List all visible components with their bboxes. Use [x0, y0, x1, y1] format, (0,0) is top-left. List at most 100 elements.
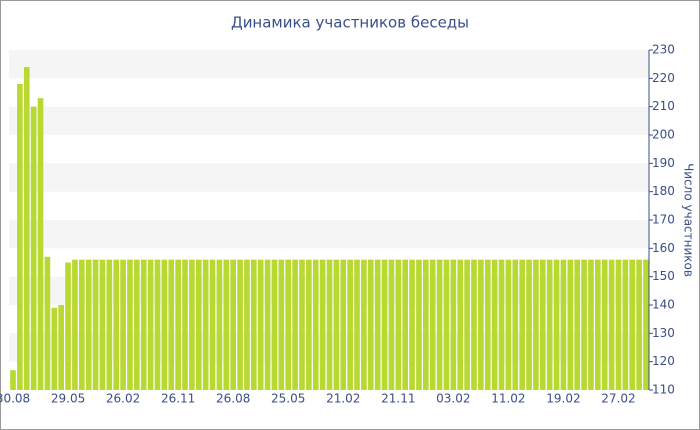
bar	[560, 259, 567, 390]
bar	[347, 259, 353, 390]
bar	[381, 259, 388, 390]
bar	[512, 259, 519, 390]
bar	[292, 259, 298, 390]
bar	[608, 259, 615, 390]
bar	[588, 259, 594, 390]
bar	[140, 259, 147, 390]
bar	[478, 259, 484, 390]
bar	[636, 259, 642, 390]
x-tick-label: 29.05	[51, 392, 85, 406]
bar	[189, 259, 195, 390]
bar	[539, 259, 546, 390]
bar	[154, 259, 161, 390]
bar	[250, 259, 257, 390]
bar	[244, 259, 250, 390]
bar	[223, 259, 230, 390]
bar	[567, 259, 574, 390]
bar	[30, 106, 37, 391]
y-tick-label: 220	[652, 71, 675, 85]
bar	[409, 259, 415, 390]
band	[9, 163, 649, 192]
bar	[17, 84, 23, 390]
bar	[106, 259, 113, 390]
bar	[581, 259, 587, 390]
bar	[443, 259, 450, 390]
y-tick-label: 190	[652, 156, 675, 170]
bar	[134, 259, 140, 390]
bar	[216, 259, 223, 390]
bar	[306, 259, 312, 390]
x-tick-label: 27.02	[601, 392, 635, 406]
x-tick-label: 25.05	[271, 392, 305, 406]
bar	[491, 259, 498, 390]
bar	[44, 256, 51, 390]
y-tick-label: 110	[652, 383, 675, 397]
bar	[65, 262, 71, 390]
bar	[271, 259, 278, 390]
bar	[37, 98, 44, 391]
bar	[595, 259, 601, 390]
bar	[367, 259, 374, 390]
bar	[120, 259, 126, 390]
bar	[643, 259, 649, 390]
bar	[10, 370, 16, 390]
bar	[257, 259, 264, 390]
x-tick-label: 26.11	[161, 392, 195, 406]
x-tick-label: 30.08	[0, 392, 30, 406]
bar	[23, 67, 30, 390]
bar	[601, 259, 608, 390]
y-tick-label: 180	[652, 184, 675, 198]
bar	[374, 259, 381, 390]
bar	[361, 259, 367, 390]
bar	[161, 259, 168, 390]
bar	[388, 259, 395, 390]
bar	[354, 259, 360, 390]
y-tick-label: 120	[652, 354, 675, 368]
bar	[423, 259, 429, 390]
bar	[312, 259, 319, 390]
bar	[195, 259, 202, 390]
y-tick-label: 200	[652, 128, 675, 142]
bar	[395, 259, 402, 390]
bar	[319, 259, 326, 390]
bar	[519, 259, 525, 390]
bar	[202, 259, 209, 390]
bar	[484, 259, 491, 390]
bar	[498, 259, 505, 390]
bar	[182, 259, 188, 390]
bar	[622, 259, 629, 390]
y-tick-label: 170	[652, 213, 675, 227]
bar	[209, 259, 216, 390]
y-tick-label: 210	[652, 99, 675, 113]
bar	[333, 259, 340, 390]
y-tick-label: 160	[652, 241, 675, 255]
bar	[505, 259, 512, 390]
bar	[51, 307, 58, 390]
bar	[450, 259, 457, 390]
bar	[230, 259, 236, 390]
bar	[168, 259, 175, 390]
x-tick-label: 26.02	[106, 392, 140, 406]
bar	[127, 259, 133, 390]
bar	[78, 259, 85, 390]
chart-title: Динамика участников беседы	[231, 14, 469, 32]
bar	[278, 259, 285, 390]
x-tick-label: 19.02	[546, 392, 580, 406]
y-tick-label: 130	[652, 326, 675, 340]
bar	[58, 305, 64, 390]
bar	[285, 259, 292, 390]
bar	[416, 259, 422, 390]
y-tick-label: 140	[652, 298, 675, 312]
y-tick-label: 150	[652, 269, 675, 283]
bar	[264, 259, 271, 390]
bar	[92, 259, 99, 390]
y-axis-label: Число участников	[682, 163, 696, 277]
bar	[526, 259, 532, 390]
x-tick-label: 26.08	[216, 392, 250, 406]
bar	[175, 259, 181, 390]
bar	[326, 259, 333, 390]
bar	[237, 259, 243, 390]
bar	[615, 259, 622, 390]
bar	[147, 259, 154, 390]
